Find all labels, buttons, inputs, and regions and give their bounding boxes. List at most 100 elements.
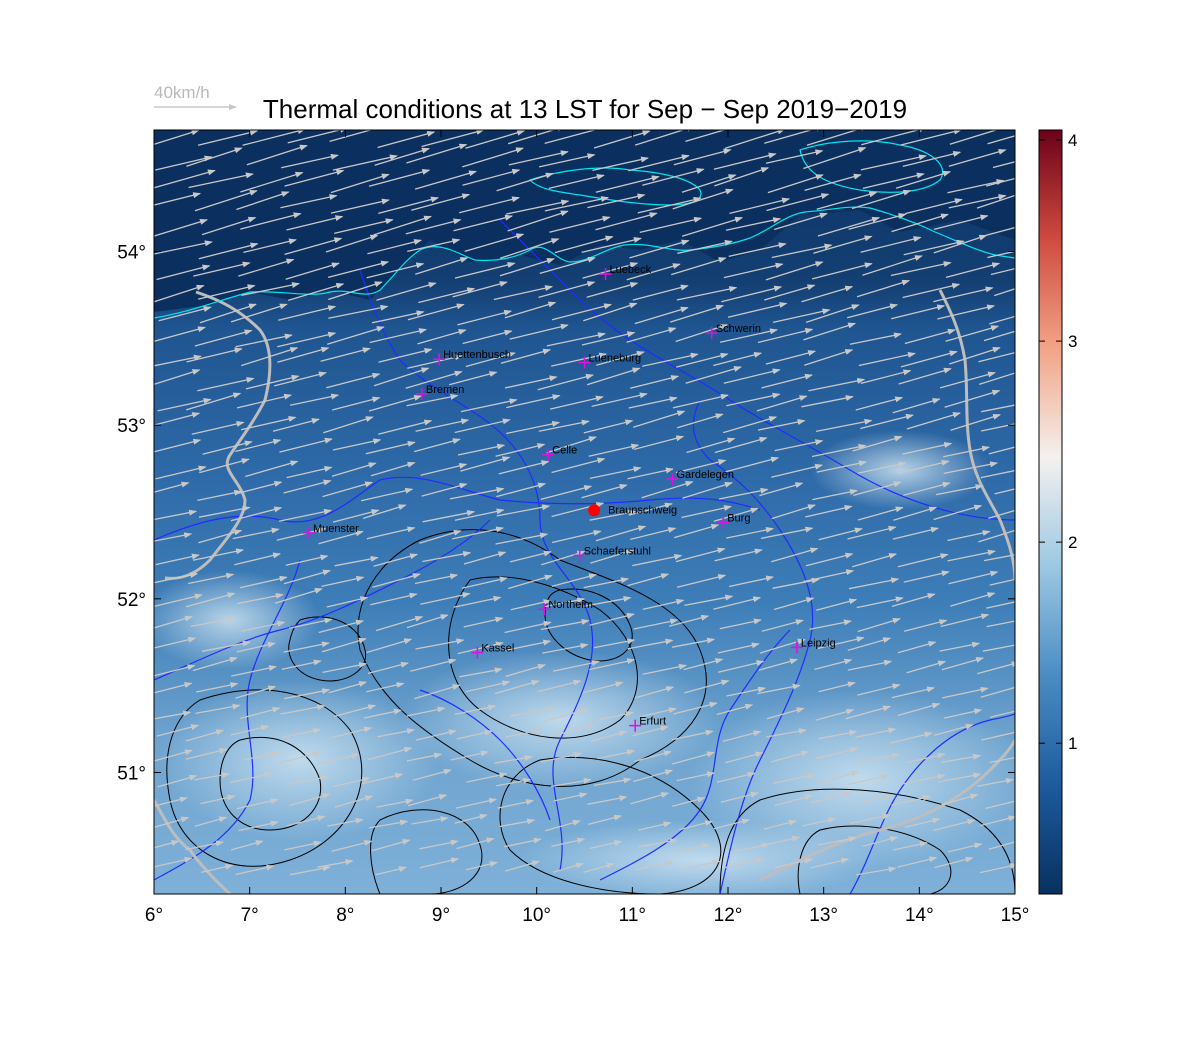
wind-arrow [757,683,801,695]
wind-arrow [983,330,1015,342]
wind-arrow [633,435,685,451]
wind-arrow [903,570,950,583]
wind-arrow [673,148,732,166]
wind-arrow [542,642,589,654]
wind-arrow [592,156,649,172]
wind-arrow [988,446,1015,455]
wind-arrow [415,418,470,432]
wind-arrow [765,149,824,164]
wind-arrow [331,462,377,477]
x-tick-label: 7° [241,905,259,926]
wind-arrow [462,147,524,168]
wind-arrow [504,375,558,389]
wind-vectors [154,130,1015,876]
wind-arrow [452,526,505,540]
wind-arrow [976,194,1015,209]
wind-arrow [405,218,462,235]
wind-arrow [367,746,413,761]
wind-arrow [373,553,419,567]
wind-arrow [407,238,461,253]
wind-arrow [415,257,469,275]
wind-arrow [505,728,544,738]
wind-arrow [366,638,413,654]
wind-arrow [283,479,332,494]
wind-arrow [773,597,815,611]
wind-arrow [902,151,962,168]
wind-arrow [236,798,279,810]
wind-arrow [551,573,597,588]
wind-arrow [860,236,922,253]
city-label: Leipzig [801,637,836,649]
wind-arrow [332,396,381,411]
wind-arrow [154,710,192,720]
wind-arrow [767,174,824,194]
wind-arrow [453,214,514,232]
wind-arrow [818,729,858,740]
wind-arrow [808,377,866,392]
wind-arrow [638,821,672,831]
wind-arrow [505,639,552,652]
wind-arrow [286,215,344,231]
wind-arrow [948,570,999,585]
wind-arrow [549,215,611,233]
city-label: Gardelegen [677,469,735,481]
x-tick-label: 9° [432,905,450,926]
city-marker [433,353,446,366]
wind-arrow [495,532,549,545]
wind-arrow [900,350,958,368]
wind-arrow [197,377,255,392]
wind-arrow [989,710,1015,718]
wind-arrow [903,239,965,256]
wind-arrow [757,419,806,431]
wind-arrow [950,413,1002,431]
wind-arrow [589,509,637,521]
wind-arrow [378,348,433,363]
wind-arrow [898,459,950,474]
wind-arrow [847,525,897,540]
wind-arrow [942,793,979,806]
wind-arrow [463,616,504,628]
wind-arrow [941,753,982,763]
wind-arrow [406,614,449,629]
wind-arrow [771,243,833,259]
river-line [599,629,791,881]
wind-arrow [684,679,730,694]
wind-arrow [988,509,1015,520]
wind-arrow [368,395,423,412]
wind-arrow [154,509,198,521]
wind-arrow [235,685,277,699]
wind-arrow [154,192,202,206]
wind-arrow [376,798,414,808]
wind-arrow [551,837,586,848]
wind-arrow [412,768,452,781]
wind-arrow [333,776,371,788]
wind-arrow [370,592,418,606]
wind-arrow [459,196,520,214]
wind-arrow [902,773,946,785]
wind-arrow [761,373,813,389]
wind-arrow [230,303,288,323]
wind-arrow [890,261,952,277]
wind-arrow [198,505,251,518]
wind-arrow [363,708,402,719]
wind-arrow [419,529,462,544]
wind-arrow [274,588,323,604]
wind-arrow [546,332,606,347]
wind-arrow [280,704,326,715]
wind-arrow [155,155,213,171]
wind-arrow [283,569,331,585]
wind-arrow [906,412,961,430]
wind-arrow [461,576,508,589]
wind-arrow [328,281,383,301]
wind-arrow [465,130,526,149]
wind-arrow [586,367,641,386]
wind-arrow [457,641,504,655]
wind-arrow [154,354,202,367]
wind-arrow [334,795,374,808]
wind-arrow [628,502,673,516]
wind-arrow [906,660,947,674]
wind-arrow [817,836,857,846]
wind-arrow [681,174,737,193]
wind-arrow [544,196,610,212]
